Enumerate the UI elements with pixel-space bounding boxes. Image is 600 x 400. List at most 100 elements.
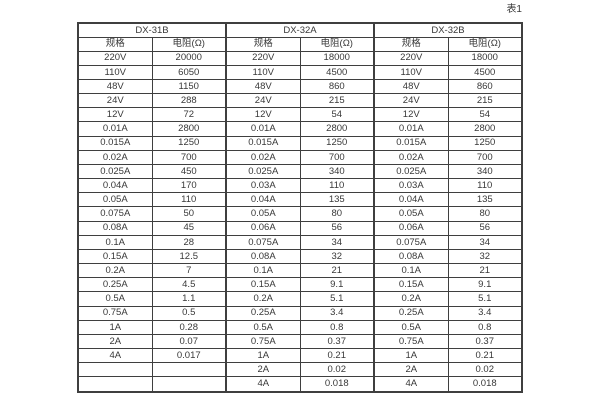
- resistance-cell: 50: [151, 206, 227, 222]
- resistance-cell: 9.1: [447, 277, 523, 293]
- spec-cell: 0.01A: [373, 121, 449, 137]
- resistance-spec-table: DX-31B DX-32A DX-32B 规格 电阻(Ω) 规格 电阻(Ω) 规…: [77, 22, 523, 393]
- resistance-cell: 1.1: [151, 291, 227, 307]
- table-row: 0.075A 50 0.05A 80 0.05A 80: [77, 206, 523, 222]
- spec-cell: 0.01A: [225, 121, 301, 137]
- spec-cell: 220V: [77, 50, 153, 66]
- resistance-cell: 5.1: [447, 291, 523, 307]
- spec-cell: 12V: [77, 107, 153, 123]
- resistance-cell: 72: [151, 107, 227, 123]
- spec-cell: 2A: [77, 333, 153, 350]
- resistance-cell: 0.017: [151, 348, 227, 364]
- spec-cell: 0.75A: [77, 305, 153, 321]
- spec-cell: 110V: [77, 64, 153, 80]
- spec-cell: 0.05A: [373, 206, 449, 222]
- spec-cell: 0.02A: [225, 149, 301, 165]
- table-row: 0.15A 12.5 0.08A 32 0.08A 32: [77, 248, 523, 265]
- resistance-cell: 288: [151, 93, 227, 109]
- spec-cell: 0.08A: [373, 248, 449, 265]
- spec-cell: 1A: [373, 348, 449, 364]
- resistance-cell: 7: [151, 263, 227, 279]
- spec-cell: 12V: [373, 107, 449, 123]
- resistance-cell: 170: [151, 178, 227, 194]
- spec-cell: 220V: [373, 50, 449, 66]
- resistance-cell: 860: [299, 78, 375, 95]
- resistance-cell: 12.5: [151, 248, 227, 265]
- spec-cell: 0.06A: [373, 220, 449, 236]
- resistance-cell: 34: [299, 234, 375, 250]
- group-header-dx31b: DX-31B: [77, 22, 227, 38]
- spec-cell: 0.02A: [77, 149, 153, 165]
- spec-cell: 0.1A: [373, 263, 449, 279]
- resistance-cell: 54: [447, 107, 523, 123]
- spec-cell: 0.06A: [225, 220, 301, 236]
- spec-cell: 2A: [225, 362, 301, 378]
- resistance-cell: 340: [447, 163, 523, 180]
- resistance-cell: 1250: [447, 135, 523, 151]
- spec-cell: 0.2A: [373, 291, 449, 307]
- resistance-cell: 0.21: [447, 348, 523, 364]
- spec-cell: 0.1A: [77, 234, 153, 250]
- spec-cell: 0.5A: [225, 319, 301, 335]
- resistance-cell: 2800: [447, 121, 523, 137]
- group-header-row: DX-31B DX-32A DX-32B: [77, 22, 523, 38]
- spec-cell: 0.1A: [225, 263, 301, 279]
- resistance-cell: 32: [299, 248, 375, 265]
- resistance-cell: 56: [299, 220, 375, 236]
- resistance-cell: 0.018: [299, 376, 375, 393]
- spec-cell: [77, 362, 153, 378]
- table-row: 0.75A 0.5 0.25A 3.4 0.25A 3.4: [77, 305, 523, 321]
- resistance-cell: [151, 362, 227, 378]
- resistance-cell: 4500: [447, 64, 523, 80]
- spec-cell: 0.5A: [373, 319, 449, 335]
- table-row: 0.01A 2800 0.01A 2800 0.01A 2800: [77, 121, 523, 137]
- resistance-cell: 0.21: [299, 348, 375, 364]
- resistance-cell: 1150: [151, 78, 227, 95]
- spec-cell: 0.25A: [225, 305, 301, 321]
- resistance-cell: 4.5: [151, 277, 227, 293]
- col-header-resistance: 电阻(Ω): [151, 36, 227, 52]
- spec-cell: 0.015A: [373, 135, 449, 151]
- table-row: 24V 288 24V 215 24V 215: [77, 93, 523, 109]
- resistance-cell: 21: [447, 263, 523, 279]
- spec-cell: 2A: [373, 362, 449, 378]
- resistance-cell: 110: [299, 178, 375, 194]
- spec-cell: 48V: [373, 78, 449, 95]
- spec-cell: 0.15A: [373, 277, 449, 293]
- spec-cell: 0.25A: [373, 305, 449, 321]
- resistance-cell: 18000: [299, 50, 375, 66]
- resistance-cell: 32: [447, 248, 523, 265]
- resistance-cell: 0.8: [299, 319, 375, 335]
- resistance-cell: 1250: [151, 135, 227, 151]
- resistance-cell: 0.02: [447, 362, 523, 378]
- table-row: 0.025A 450 0.025A 340 0.025A 340: [77, 163, 523, 180]
- spec-cell: 220V: [225, 50, 301, 66]
- resistance-cell: 860: [447, 78, 523, 95]
- spec-cell: 0.75A: [373, 333, 449, 350]
- col-header-resistance: 电阻(Ω): [447, 36, 523, 52]
- spec-cell: 0.5A: [77, 291, 153, 307]
- spec-cell: 1A: [77, 319, 153, 335]
- resistance-cell: 110: [447, 178, 523, 194]
- resistance-cell: 80: [299, 206, 375, 222]
- resistance-cell: 2800: [299, 121, 375, 137]
- resistance-cell: 215: [299, 93, 375, 109]
- resistance-cell: 34: [447, 234, 523, 250]
- spec-cell: 0.05A: [77, 192, 153, 208]
- spec-cell: 48V: [77, 78, 153, 95]
- resistance-cell: 700: [299, 149, 375, 165]
- resistance-cell: 0.37: [447, 333, 523, 350]
- resistance-cell: 0.8: [447, 319, 523, 335]
- table-row: 4A 0.018 4A 0.018: [77, 376, 523, 393]
- column-header-row: 规格 电阻(Ω) 规格 电阻(Ω) 规格 电阻(Ω): [77, 36, 523, 52]
- table-row: 0.02A 700 0.02A 700 0.02A 700: [77, 149, 523, 165]
- spec-cell: 0.04A: [77, 178, 153, 194]
- resistance-cell: 215: [447, 93, 523, 109]
- spec-cell: 0.2A: [77, 263, 153, 279]
- spec-cell: 0.04A: [225, 192, 301, 208]
- resistance-cell: 0.28: [151, 319, 227, 335]
- table-row: 0.25A 4.5 0.15A 9.1 0.15A 9.1: [77, 277, 523, 293]
- spec-cell: 4A: [373, 376, 449, 393]
- table-row: 1A 0.28 0.5A 0.8 0.5A 0.8: [77, 319, 523, 335]
